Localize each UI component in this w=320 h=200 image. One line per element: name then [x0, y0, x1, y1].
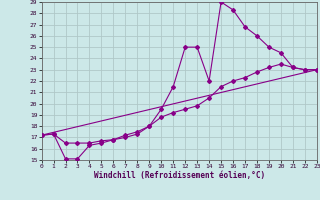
X-axis label: Windchill (Refroidissement éolien,°C): Windchill (Refroidissement éolien,°C): [94, 171, 265, 180]
